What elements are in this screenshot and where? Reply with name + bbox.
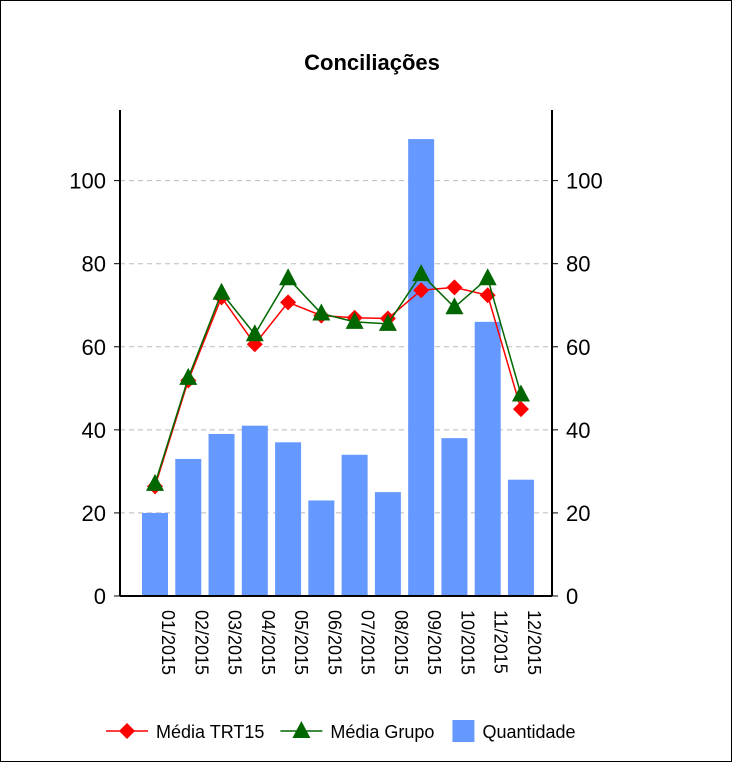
bar	[408, 139, 435, 597]
marker	[119, 723, 135, 739]
marker	[446, 279, 463, 296]
x-tick-label: 08/2015	[391, 610, 411, 675]
y2-tick-label: 0	[566, 584, 578, 609]
legend-swatch	[452, 720, 475, 742]
y-tick-label: 100	[69, 169, 106, 194]
marker	[412, 264, 431, 282]
line	[154, 272, 522, 485]
marker	[378, 313, 397, 331]
marker	[146, 473, 164, 491]
bar	[208, 434, 235, 596]
x-tick-label: 04/2015	[258, 610, 278, 675]
marker	[478, 268, 497, 286]
bar	[175, 458, 202, 596]
marker	[312, 303, 331, 321]
y2-tick-label: 60	[566, 335, 590, 360]
y2-tick-label: 80	[566, 252, 590, 277]
bar	[474, 321, 501, 596]
y2-tick-label: 40	[566, 418, 590, 443]
bar	[507, 479, 534, 596]
x-tick-label: 06/2015	[324, 610, 344, 675]
bar	[374, 492, 401, 596]
x-tick-label: 10/2015	[457, 610, 477, 675]
y-tick-label: 40	[82, 418, 106, 443]
marker	[512, 401, 529, 418]
x-tick-label: 11/2015	[491, 610, 511, 674]
marker	[292, 721, 311, 738]
marker	[511, 384, 530, 402]
legend-label: Média TRT15	[156, 722, 264, 742]
bar	[275, 442, 302, 596]
y-tick-label: 80	[82, 252, 106, 277]
marker	[345, 311, 364, 329]
y-tick-label: 0	[94, 584, 106, 609]
y2-tick-label: 20	[566, 501, 590, 526]
bar	[341, 454, 368, 596]
marker	[413, 282, 430, 299]
y-tick-label: 60	[82, 335, 106, 360]
chart-title: Conciliações	[304, 50, 440, 75]
legend-label: Média Grupo	[330, 722, 434, 742]
marker	[245, 324, 264, 342]
x-tick-label: 07/2015	[358, 610, 378, 675]
legend-marker	[292, 721, 311, 738]
marker	[279, 268, 298, 286]
x-tick-label: 01/2015	[158, 610, 178, 675]
marker	[280, 294, 297, 311]
legend-marker	[119, 723, 135, 739]
x-tick-label: 12/2015	[524, 610, 544, 675]
legend-label: Quantidade	[482, 722, 575, 742]
x-tick-label: 09/2015	[424, 610, 444, 675]
marker	[179, 367, 198, 385]
bar	[241, 425, 268, 596]
bar	[441, 438, 468, 596]
x-tick-label: 03/2015	[225, 610, 245, 675]
bar	[142, 512, 168, 596]
marker	[212, 282, 231, 300]
x-tick-label: 05/2015	[291, 610, 311, 675]
bar	[308, 500, 335, 596]
x-tick-label: 02/2015	[191, 610, 211, 675]
y2-tick-label: 100	[566, 169, 603, 194]
y-tick-label: 20	[82, 501, 106, 526]
marker	[445, 297, 464, 315]
